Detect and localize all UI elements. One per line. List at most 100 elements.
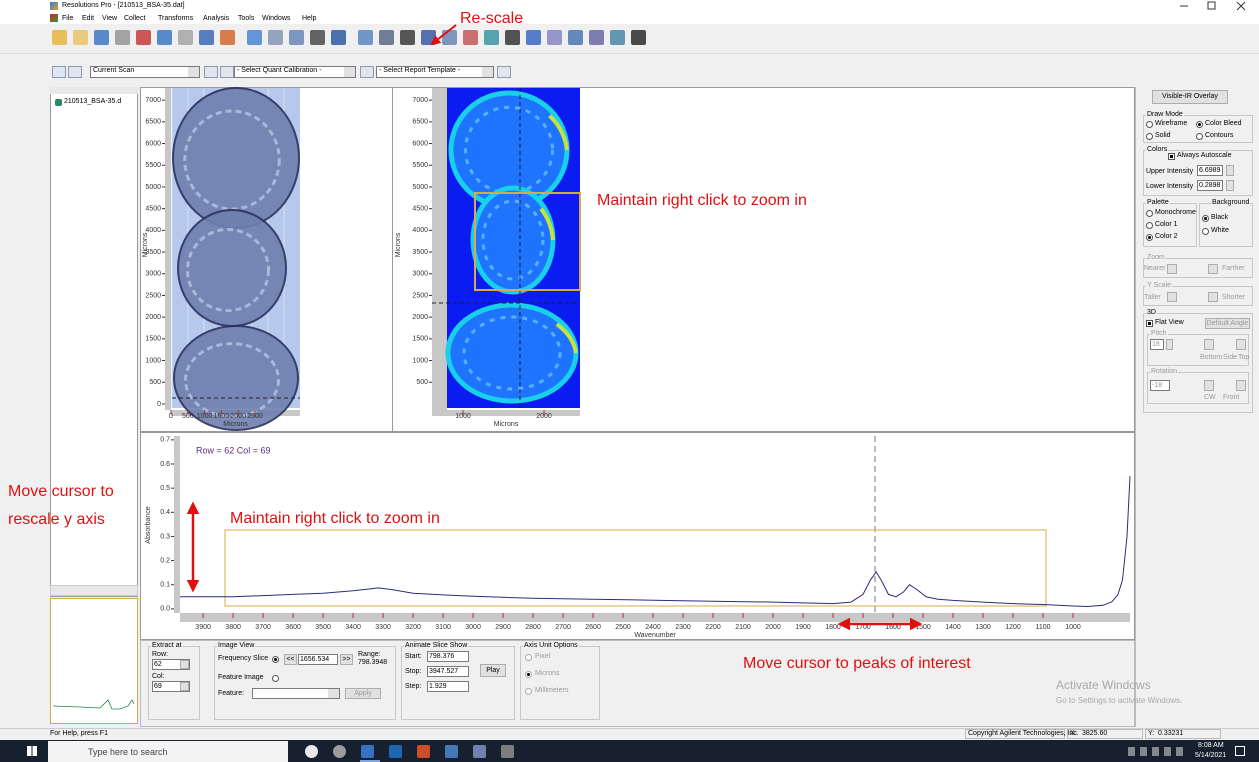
field-value[interactable]: 3947.527 [429,668,458,676]
x-tick-label: 2900 [495,624,511,631]
group-label: Animate Slice Show [404,642,468,650]
menu-item[interactable]: File [62,15,73,23]
menu-item[interactable]: Help [302,15,316,23]
field-value[interactable]: 0.2898 [1199,182,1220,190]
status-copyright: Copyright Agilent Technologies, Inc. [968,730,1079,738]
x-axis-label: Microns [494,421,519,428]
field-value[interactable]: 69 [154,683,162,691]
x-tick-label: 3800 [225,624,241,631]
disabled-label: Microns [535,670,560,678]
button-label[interactable]: << [284,656,297,664]
y-tick-label: 5500 [145,162,161,169]
x-tick-label: 1500 [214,413,230,420]
menu-item[interactable]: Analysis [203,15,229,23]
disabled-label: Side [1223,354,1237,362]
window-title: Resolutions Pro - [210513_BSA-35.dat] [62,2,185,10]
zoom-annotation: Maintain right click to zoom in [597,193,807,209]
y-axis-label: Absorbance [145,506,152,543]
group-label: Pitch [1150,330,1168,338]
overlay-button[interactable]: Visible-IR Overlay [1152,93,1228,101]
disabled-label: Bottom [1200,354,1222,362]
scan-dropdown[interactable]: Current Scan [93,67,134,75]
field-value[interactable]: 6.6989 [1199,167,1220,175]
sample-spot [173,88,299,228]
x-tick-label: 2000 [230,413,246,420]
x-tick-label: 3300 [375,624,391,631]
x-tick-label: 2000 [536,413,552,420]
disabled-label: Millimeters [535,687,568,695]
x-tick-label: 3900 [195,624,211,631]
disabled-label: Top [1238,354,1249,362]
disabled-label: Farther [1222,265,1245,273]
disabled-button[interactable]: Apply [345,690,381,698]
group-label: Colors [1146,146,1168,154]
y-tick-label: 0.5 [160,485,170,492]
y-tick-label: 5500 [412,162,428,169]
clock-date: 5/14/2021 [1195,752,1226,760]
group-label: Rotation [1150,368,1178,376]
field-value[interactable]: 62 [154,661,162,669]
x-tick-label: 1900 [795,624,811,631]
menu-item[interactable]: Collect [124,15,145,23]
y-tick-label: 1000 [412,357,428,364]
restore-button[interactable] [1208,2,1215,9]
y-tick-label: 0.0 [160,606,170,613]
quant-dropdown[interactable]: - Select Quant Calibration - [237,67,321,75]
x-tick-label: 0 [169,413,173,420]
menu-item[interactable]: Windows [262,15,290,23]
y-axis-strip [432,88,447,410]
y-tick-label: 6500 [145,119,161,126]
field-label: Lower Intensity [1146,183,1193,191]
y-tick-label: 2500 [412,292,428,299]
menu-item[interactable]: Edit [82,15,94,23]
y-tick-label: 4500 [412,205,428,212]
radio-label: Color 2 [1155,233,1178,241]
tree-item[interactable]: 210513_BSA-35.d [64,98,121,106]
menu-item[interactable]: Tools [238,15,254,23]
x-tick-label: 1000 [455,413,471,420]
y-tick-label: 3000 [412,271,428,278]
field-label: Step: [405,683,421,691]
y-tick-label: 3000 [145,271,161,278]
report-dropdown[interactable]: - Select Report Template - [379,67,460,75]
group-label: Background [1211,199,1250,207]
field-label: Feature: [218,690,244,698]
button-label[interactable]: >> [340,656,353,664]
app-window: 0500100015002000250030003500400045005000… [0,0,1259,762]
disabled-button[interactable]: Default Angle [1205,320,1250,328]
radio-label: Contours [1205,132,1233,140]
radio-label: Color Bleed [1205,120,1242,128]
y-tick-label: 6000 [145,140,161,147]
field-value[interactable]: 1656.534 [300,656,329,664]
field-value: -18 [1152,382,1162,390]
x-tick-label: 1000 [197,413,213,420]
y-tick-label: 6500 [412,119,428,126]
menu-item[interactable]: View [102,15,117,23]
field-value[interactable]: 798.376 [429,653,454,661]
menu-item[interactable]: Transforms [158,15,193,23]
close-button[interactable] [1237,2,1245,10]
field-label: Start: [405,653,422,661]
x-tick-label: 2800 [525,624,541,631]
x-axis-strip [432,410,580,416]
y-tick-label: 6000 [412,140,428,147]
x-tick-label: 500 [182,413,194,420]
checkbox-label[interactable]: Flat View [1155,319,1184,327]
status-help: For Help, press F1 [50,730,108,738]
x-tick-label: 1100 [1035,624,1050,631]
status-x-label: X: [1070,730,1077,738]
y-tick-label: 500 [149,379,161,386]
x-tick-label: 2200 [705,624,721,631]
field-value[interactable]: 1.929 [429,683,447,691]
x-axis-label: Microns [223,421,248,428]
y-tick-label: 2000 [412,314,428,321]
x-tick-label: 2500 [247,413,263,420]
group-label: Y Scale [1146,282,1172,290]
play-button[interactable]: Play [480,667,506,675]
y-tick-label: 0 [157,401,161,408]
search-placeholder: Type here to search [88,747,168,757]
x-tick-label: 3500 [315,624,331,631]
y-tick-label: 1500 [412,336,428,343]
checkbox-label: Always Autoscale [1177,152,1231,160]
clock-time: 8:08 AM [1198,742,1224,750]
